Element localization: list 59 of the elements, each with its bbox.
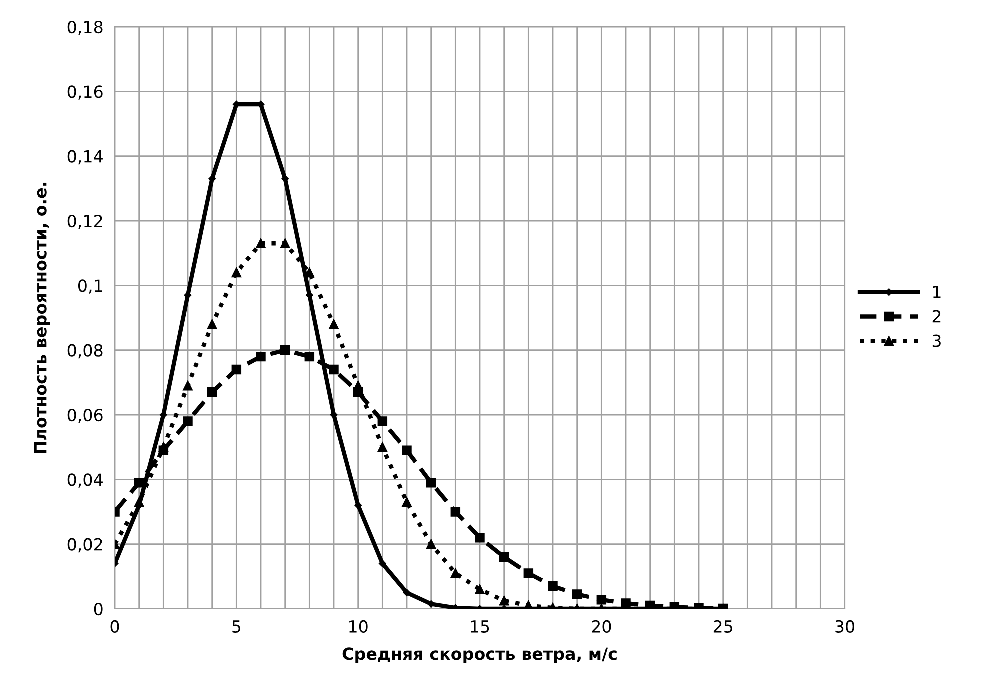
y-tick-label: 0,06 (68, 408, 103, 424)
point (475, 584, 485, 594)
point (232, 364, 242, 375)
point (524, 568, 534, 578)
x-tick-label: 5 (232, 620, 241, 634)
point (183, 416, 193, 426)
x-tick-label: 0 (110, 620, 120, 634)
point (256, 352, 266, 362)
point (378, 442, 388, 452)
y-tick-label: 0,1 (78, 280, 102, 294)
point (232, 268, 242, 278)
y-tick-label: 0,02 (68, 538, 102, 553)
x-axis-title: Средняя скорость ветра, м/с (342, 648, 617, 664)
x-tick-label: 30 (836, 620, 854, 634)
point (329, 364, 339, 375)
point (379, 560, 386, 568)
point (426, 478, 436, 488)
point (183, 381, 193, 391)
x-tick-label: 10 (350, 620, 368, 634)
legend-label: 1 (933, 286, 941, 298)
point (208, 175, 216, 183)
point (499, 596, 510, 606)
point (304, 352, 315, 362)
point (450, 507, 461, 517)
y-tick-label: 0,08 (68, 344, 103, 359)
x-tick-label: 15 (471, 620, 490, 634)
y-tick-label: 0 (94, 602, 103, 616)
point (280, 238, 290, 248)
y-axis-title: Плотность вероятности, о.е. (34, 182, 50, 454)
point (158, 442, 169, 452)
point (426, 539, 436, 550)
legend-label: 2 (932, 310, 941, 323)
point (207, 388, 218, 398)
y-tick-label: 0,04 (68, 474, 103, 488)
point (450, 568, 461, 578)
point (353, 381, 364, 391)
point (596, 595, 607, 605)
point (354, 502, 362, 510)
point (280, 345, 290, 356)
point (256, 238, 266, 248)
point (329, 320, 339, 330)
y-tick-label: 0,12 (68, 214, 102, 230)
point (499, 552, 510, 562)
point (475, 533, 485, 543)
point (403, 589, 411, 596)
point (134, 478, 144, 488)
y-tick-label: 0,18 (68, 20, 103, 36)
y-tick-label: 0,14 (68, 150, 103, 165)
point (621, 598, 631, 608)
x-tick-label: 25 (714, 620, 732, 634)
point (572, 590, 582, 600)
point (207, 320, 218, 330)
point (378, 416, 388, 426)
point (402, 497, 412, 508)
point (402, 446, 412, 456)
legend-label: 3 (932, 334, 941, 348)
point (548, 582, 558, 592)
x-tick-label: 20 (592, 620, 612, 634)
y-tick-label: 0,16 (68, 86, 103, 100)
